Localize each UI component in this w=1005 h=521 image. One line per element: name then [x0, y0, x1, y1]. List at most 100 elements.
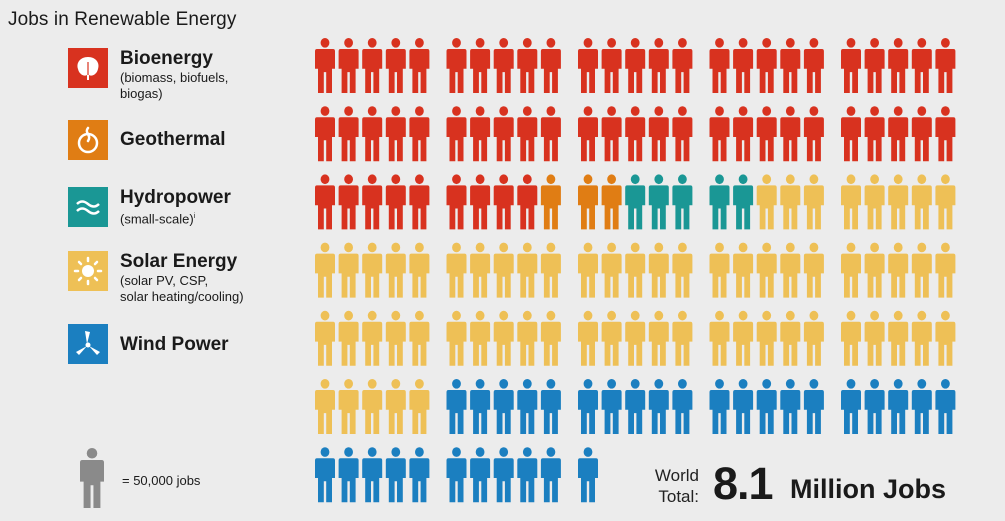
person-icon-wind-power [672, 379, 693, 434]
person-icon-bioenergy [578, 38, 598, 93]
person-icon-solar-energy [841, 242, 861, 298]
legend-sub-solar: (solar PV, CSP, [120, 273, 209, 288]
person-icon-solar-energy [648, 310, 669, 366]
person-icon-solar-energy [409, 310, 430, 366]
person-icon-geothermal [540, 174, 561, 230]
total-label: World Total: [654, 466, 699, 506]
person-icon-hydropower [672, 174, 693, 230]
person-icon-solar-energy [864, 174, 885, 230]
wave-icon [68, 187, 108, 227]
person-icon-bioenergy [315, 38, 335, 93]
person-icon-bioenergy [385, 106, 406, 162]
person-icon-wind-power [601, 379, 622, 434]
person-icon-solar-energy [362, 310, 383, 366]
person-icon-solar-energy [672, 310, 693, 366]
person-icon-bioenergy [540, 106, 561, 162]
person-icon-bioenergy [780, 106, 801, 162]
total-number: 8.1 [713, 458, 774, 509]
person-icon-wind-power [733, 379, 754, 434]
person-icon-hydropower [625, 174, 646, 230]
person-icon-bioenergy [470, 106, 491, 162]
person-icon-bioenergy [864, 106, 885, 162]
person-icon-solar-energy [446, 242, 467, 298]
person-icon-bioenergy [841, 38, 861, 93]
person-icon-wind-power [446, 447, 467, 503]
person-icon-bioenergy [601, 38, 622, 93]
person-icon-solar-energy [385, 242, 406, 298]
person-icon-bioenergy [648, 106, 669, 162]
person-icon-wind-power [470, 379, 491, 434]
person-icon-wind-power [625, 379, 646, 434]
person-icon-solar-energy [841, 174, 861, 230]
person-icon-bioenergy [338, 106, 359, 162]
person-icon-bioenergy [362, 38, 383, 93]
legend-label-geothermal: Geothermal [120, 129, 226, 150]
person-icon-bioenergy [864, 38, 885, 93]
person-icon-solar-energy [578, 242, 598, 298]
person-icon-solar-energy [625, 310, 646, 366]
legend-sub-hydropower: (small-scale)i [120, 211, 196, 227]
person-icon-solar-energy [517, 242, 538, 298]
person-icon-bioenergy [315, 106, 335, 162]
person-icon-wind-power [841, 379, 861, 434]
person-icon-solar-energy [733, 310, 754, 366]
wind-turbine-icon [68, 324, 108, 364]
person-icon-bioenergy [601, 106, 622, 162]
legend-label-solar: Solar Energy [120, 251, 238, 272]
person-icon-solar-energy [540, 242, 561, 298]
person-icon-solar-energy [803, 174, 824, 230]
person-icon-bioenergy [911, 38, 932, 93]
person-icon-solar-energy [864, 310, 885, 366]
person-icon-wind-power [709, 379, 730, 434]
person-icon-bioenergy [385, 38, 406, 93]
person-icon-wind-power [780, 379, 801, 434]
person-icon-bioenergy [935, 38, 956, 93]
person-icon-bioenergy [362, 106, 383, 162]
person-icon-bioenergy [803, 106, 824, 162]
chart-title: Jobs in Renewable Energy [8, 9, 237, 30]
person-icon-solar-energy [493, 242, 514, 298]
person-icon-bioenergy [803, 38, 824, 93]
person-icon-hydropower [648, 174, 669, 230]
person-icon-bioenergy [338, 38, 359, 93]
person-icon-solar-energy [625, 242, 646, 298]
person-icon-bioenergy [409, 38, 430, 93]
person-icon-solar-energy [648, 242, 669, 298]
person-icon-solar-energy [935, 310, 956, 366]
person-icon-wind-power [911, 379, 932, 434]
person-icon-wind-power [338, 447, 359, 503]
person-icon-wind-power [517, 447, 538, 503]
person-icon-solar-energy [709, 310, 730, 366]
person-icon-bioenergy [625, 106, 646, 162]
person-icon-bioenergy [733, 38, 754, 93]
person-icon-solar-energy [517, 310, 538, 366]
person-icon [80, 448, 104, 508]
person-icon-solar-energy [709, 242, 730, 298]
person-icon-wind-power [888, 379, 909, 434]
person-icon-bioenergy [888, 38, 909, 93]
person-icon-solar-energy [803, 310, 824, 366]
unit-key: = 50,000 jobs [80, 448, 220, 508]
legend-sub-bioenergy: (biomass, biofuels, [120, 70, 229, 85]
person-icon-bioenergy [409, 174, 430, 230]
leaf-icon [68, 48, 108, 88]
person-icon-bioenergy [733, 106, 754, 162]
person-icon-solar-energy [601, 242, 622, 298]
person-icon-solar-energy [888, 174, 909, 230]
person-icon-bioenergy [625, 38, 646, 93]
person-icon-wind-power [864, 379, 885, 434]
person-icon-bioenergy [935, 106, 956, 162]
person-icon-wind-power [935, 379, 956, 434]
person-icon-wind-power [578, 447, 598, 503]
person-icon-solar-energy [803, 242, 824, 298]
person-icon-wind-power [409, 447, 430, 503]
person-icon-bioenergy [446, 174, 467, 230]
person-icon-wind-power [446, 379, 467, 434]
person-icon-bioenergy [578, 106, 598, 162]
person-icon-wind-power [540, 447, 561, 503]
person-icon-bioenergy [362, 174, 383, 230]
person-icon-bioenergy [409, 106, 430, 162]
person-icon-wind-power [315, 447, 335, 503]
person-icon-wind-power [756, 379, 777, 434]
person-icon-solar-energy [672, 242, 693, 298]
